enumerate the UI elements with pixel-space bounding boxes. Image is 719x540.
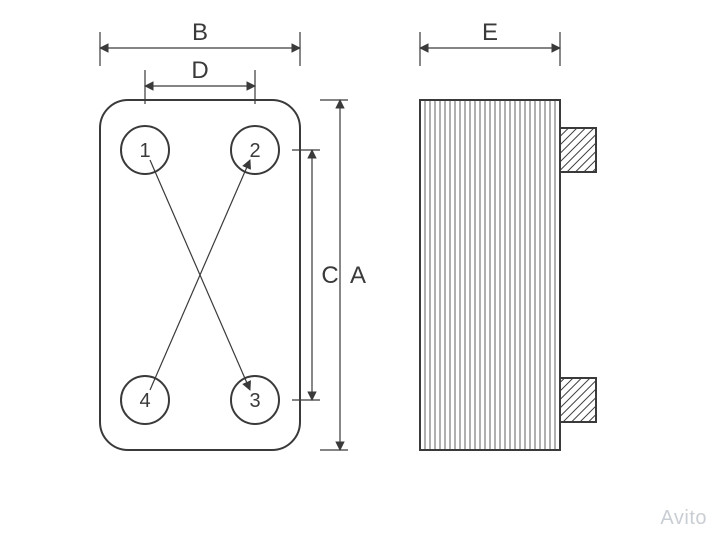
port-label-3: 3 bbox=[249, 390, 260, 412]
port-label-4: 4 bbox=[139, 390, 150, 412]
port-label-1: 1 bbox=[139, 140, 150, 162]
dim-label-E: E bbox=[482, 19, 498, 46]
connector-0 bbox=[560, 128, 596, 172]
dim-label-B: B bbox=[192, 19, 208, 46]
connector-1 bbox=[560, 378, 596, 422]
dim-label-C: C bbox=[321, 262, 338, 289]
dim-label-A: A bbox=[350, 262, 366, 289]
plate-side bbox=[420, 100, 560, 450]
port-label-2: 2 bbox=[249, 140, 260, 162]
dim-label-D: D bbox=[191, 57, 208, 84]
